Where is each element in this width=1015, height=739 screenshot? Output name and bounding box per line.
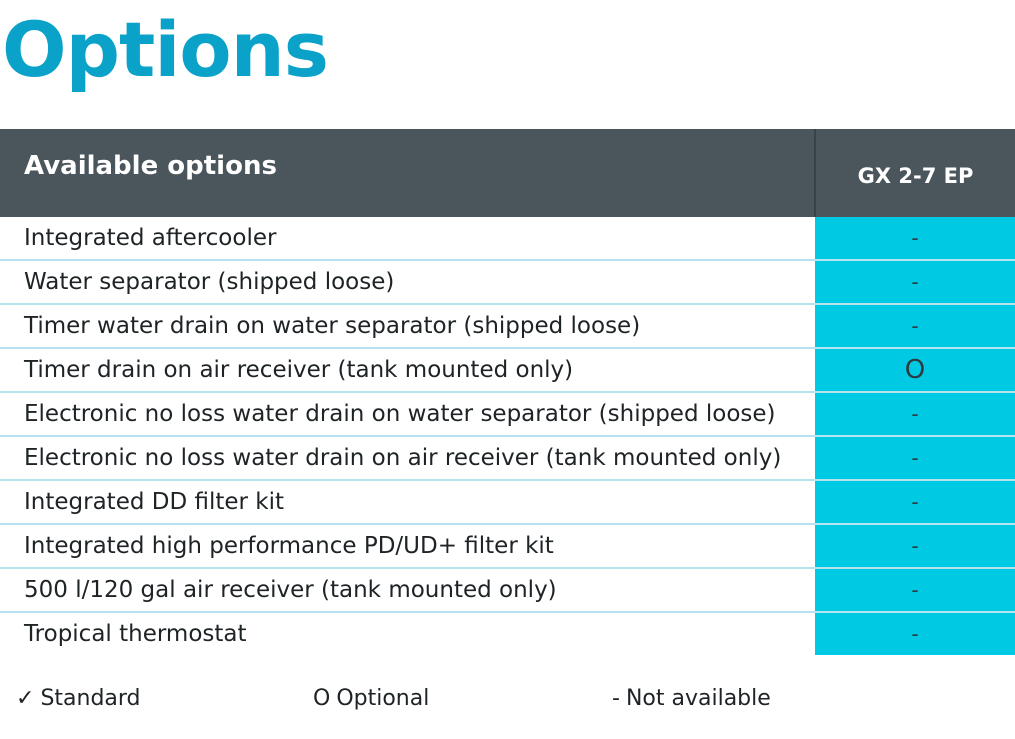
dash-symbol: - (612, 686, 620, 711)
legend-standard-label: Standard (40, 686, 141, 711)
table-row: 500 l/120 gal air receiver (tank mounted… (0, 568, 1015, 613)
option-label: Tropical thermostat (0, 612, 815, 655)
option-availability: - (815, 480, 1015, 525)
legend: ✓ Standard O Optional - Not available (0, 686, 1015, 718)
table-header-row: Available options GX 2-7 EP (0, 129, 1015, 217)
legend-standard: ✓ Standard (16, 686, 141, 711)
legend-optional: O Optional (313, 686, 429, 711)
header-available-options: Available options (0, 129, 816, 217)
option-availability: - (815, 612, 1015, 655)
options-table: Available options GX 2-7 EP Integrated a… (0, 129, 1015, 655)
table-row: Electronic no loss water drain on water … (0, 392, 1015, 437)
page-title: Options (2, 5, 329, 94)
option-label: 500 l/120 gal air receiver (tank mounted… (0, 568, 815, 613)
option-availability: - (815, 392, 1015, 437)
option-label: Timer drain on air receiver (tank mounte… (0, 348, 815, 393)
option-label: Electronic no loss water drain on air re… (0, 436, 815, 481)
option-availability: - (815, 524, 1015, 569)
legend-not-available-label: Not available (625, 686, 771, 711)
option-label: Integrated DD filter kit (0, 480, 815, 525)
option-label: Timer water drain on water separator (sh… (0, 304, 815, 349)
option-availability: - (815, 217, 1015, 261)
legend-optional-label: Optional (336, 686, 430, 711)
table-row: Integrated high performance PD/UD+ filte… (0, 524, 1015, 569)
table-row: Water separator (shipped loose) - (0, 260, 1015, 305)
option-availability: - (815, 260, 1015, 305)
table-row: Integrated DD filter kit - (0, 480, 1015, 525)
table-row: Electronic no loss water drain on air re… (0, 436, 1015, 481)
optional-symbol: O (313, 686, 331, 711)
header-model: GX 2-7 EP (815, 129, 1015, 217)
option-label: Electronic no loss water drain on water … (0, 392, 815, 437)
table-row: Integrated aftercooler - (0, 217, 1015, 261)
table-row: Timer drain on air receiver (tank mounte… (0, 348, 1015, 393)
option-availability: - (815, 436, 1015, 481)
option-label: Integrated aftercooler (0, 217, 815, 261)
table-row: Tropical thermostat - (0, 612, 1015, 655)
table-row: Timer water drain on water separator (sh… (0, 304, 1015, 349)
checkmark-icon: ✓ (16, 686, 35, 711)
option-availability: - (815, 568, 1015, 613)
legend-not-available: - Not available (612, 686, 771, 711)
option-availability: - (815, 304, 1015, 349)
option-availability: O (815, 348, 1015, 393)
option-label: Integrated high performance PD/UD+ filte… (0, 524, 815, 569)
option-label: Water separator (shipped loose) (0, 260, 815, 305)
